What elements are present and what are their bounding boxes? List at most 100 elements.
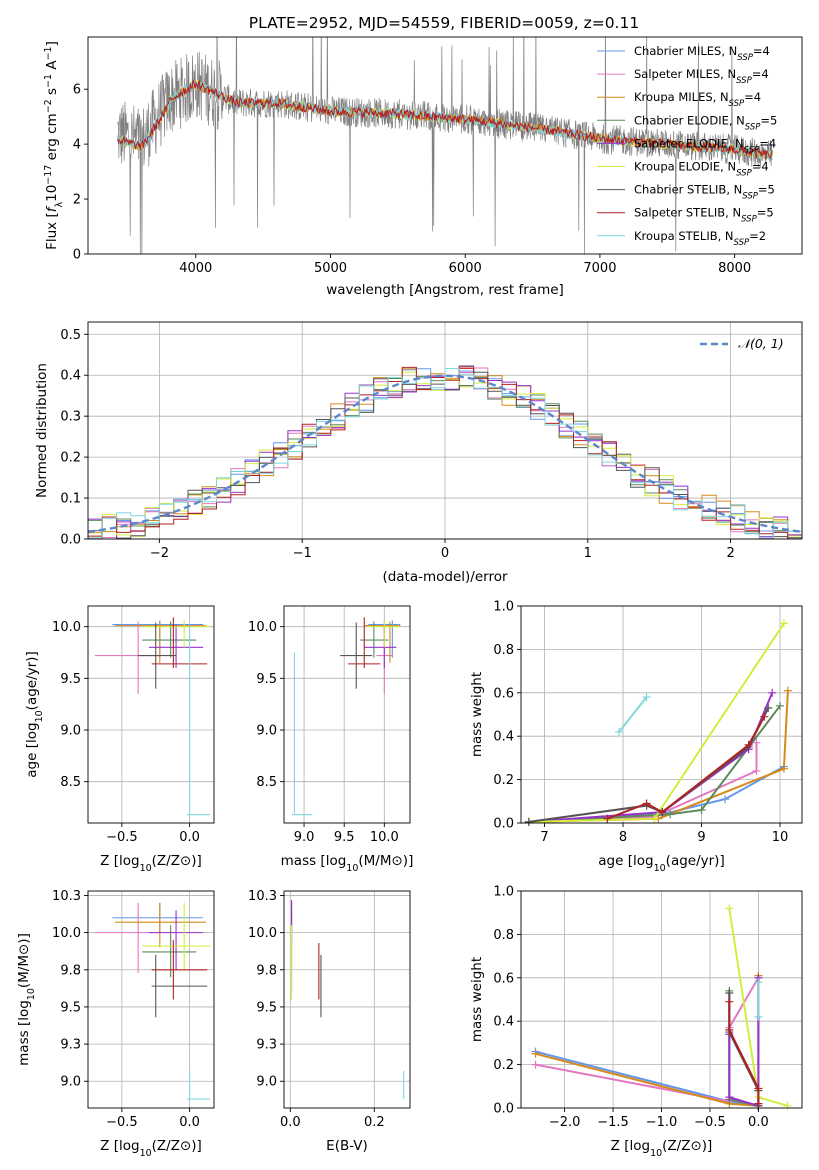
weight-marker bbox=[779, 619, 788, 628]
x-tick-label: 1 bbox=[584, 546, 592, 561]
axes-mass-vs-z: −0.5 0.09.09.39.59.810.010.3Z [log10(Z/Z⊙… bbox=[16, 889, 215, 1159]
y-tick-label: 0.0 bbox=[493, 1102, 514, 1117]
label-sub: 10 bbox=[34, 710, 45, 722]
legend-text: =4 bbox=[759, 136, 776, 150]
label-part: Flux [ bbox=[44, 212, 60, 250]
x-tick-label: 4000 bbox=[179, 261, 212, 276]
plot-frame bbox=[87, 605, 215, 824]
x-tick-label: 9.5 bbox=[334, 830, 355, 845]
legend-label: Chabrier MILES, NSSP=4 bbox=[634, 44, 770, 63]
x-tick-label: 2 bbox=[726, 546, 734, 561]
weight-marker bbox=[666, 810, 675, 819]
axis-label: age [log10(age/yr)] bbox=[24, 651, 45, 777]
y-tick-label: 0.2 bbox=[493, 1058, 514, 1073]
label-part: Z [log bbox=[611, 1138, 650, 1154]
weight-marker bbox=[650, 814, 659, 823]
weight-marker bbox=[721, 795, 730, 804]
y-tick-label: 0.0 bbox=[60, 533, 81, 548]
axis-label: mass weight bbox=[469, 957, 485, 1042]
legend-label: Chabrier ELODIE, NSSP=5 bbox=[634, 113, 777, 132]
weight-marker bbox=[776, 701, 785, 710]
legend-label: Kroupa STELIB, NSSP=2 bbox=[634, 229, 766, 248]
x-tick-label: −0.5 bbox=[106, 1115, 138, 1130]
y-tick-label: 10.0 bbox=[248, 620, 277, 635]
y-tick-label: 10.3 bbox=[52, 889, 81, 904]
x-tick-label: −0.5 bbox=[106, 830, 138, 845]
label-sub: 10 bbox=[650, 1148, 662, 1159]
legend-text: Kroupa MILES, N bbox=[634, 90, 729, 104]
y-tick-label: 9.3 bbox=[256, 1038, 277, 1053]
axes-age-vs-z: −0.5 0.08.59.09.510.0Z [log10(Z/Z⊙)]age [… bbox=[24, 605, 215, 874]
axis-label: Flux [fλ10−17 erg cm−2 s−1 A−1] bbox=[43, 41, 65, 250]
x-tick-label: 8 bbox=[619, 830, 627, 845]
weight-marker bbox=[764, 703, 773, 712]
weight-marker bbox=[779, 764, 788, 773]
axis-label: mass weight bbox=[469, 672, 485, 757]
label-sub: 10 bbox=[140, 863, 152, 874]
weights-mass-weight-vs-z bbox=[531, 904, 792, 1110]
y-tick-label: 9.8 bbox=[256, 963, 277, 978]
legend-sub: SSP bbox=[741, 215, 757, 225]
axes-mass-weight-vs-z: −2.0 −1.5 −1.0 −0.5 0.0 0.0 0.2 0.4 0.6 0.8 1.0 Z [… bbox=[469, 885, 803, 1159]
legend-text: =5 bbox=[758, 183, 775, 197]
weight-marker bbox=[744, 740, 753, 749]
x-tick-label: −1.5 bbox=[597, 1115, 629, 1130]
axes-age-vs-mass: 9.0 9.5 10.0 8.5 9.0 9.5 10.0 mass [log10(M/M⊙)… bbox=[248, 605, 413, 874]
y-tick-label: 9.5 bbox=[60, 672, 81, 687]
legend-text: Salpeter MILES, N bbox=[634, 67, 736, 81]
y-tick-label: 0.2 bbox=[60, 451, 81, 466]
legend-label: Salpeter MILES, NSSP=4 bbox=[634, 67, 769, 86]
weight-line bbox=[728, 1001, 760, 1104]
label-sup: −2 bbox=[43, 99, 54, 113]
legend-sub: SSP bbox=[744, 145, 760, 155]
weight-marker bbox=[697, 805, 706, 814]
y-tick-label: 10.0 bbox=[248, 926, 277, 941]
y-tick-label: 9.3 bbox=[60, 1038, 81, 1053]
legend-text: =2 bbox=[749, 229, 766, 243]
y-tick-label: 0.4 bbox=[493, 1015, 514, 1030]
y-tick-label: 0.0 bbox=[493, 817, 514, 832]
y-tick-label: 8.5 bbox=[60, 775, 81, 790]
y-tick-label: 0.3 bbox=[60, 410, 81, 425]
label-sup: −17 bbox=[43, 165, 54, 185]
label-part: (M/M⊙)] bbox=[16, 933, 32, 988]
label-sup: −1 bbox=[43, 74, 54, 88]
x-tick-label: 8000 bbox=[718, 261, 751, 276]
axis-label: Normed distribution bbox=[34, 363, 50, 498]
legend-label: Chabrier STELIB, NSSP=5 bbox=[634, 183, 775, 202]
label-sub: 10 bbox=[26, 988, 37, 1000]
legend-sub: SSP bbox=[745, 122, 761, 132]
axis-label: Z [log10(Z/Z⊙)] bbox=[100, 1138, 202, 1159]
x-tick-label: 7000 bbox=[583, 261, 616, 276]
weight-marker bbox=[754, 1099, 763, 1108]
axis-label: mass [log10(M/M⊙)] bbox=[16, 933, 37, 1066]
x-tick-label: 6000 bbox=[449, 261, 482, 276]
y-tick-label: 0.5 bbox=[60, 328, 81, 343]
weight-marker bbox=[725, 997, 734, 1006]
label-sup: −1 bbox=[43, 46, 54, 60]
legend-text: Salpeter STELIB, N bbox=[634, 206, 741, 220]
label-part: Z [log bbox=[100, 853, 139, 869]
weight-marker bbox=[531, 1049, 540, 1058]
weight-marker bbox=[768, 688, 777, 697]
weight-marker bbox=[642, 799, 651, 808]
y-tick-label: 2 bbox=[73, 193, 81, 208]
y-tick-label: 1.0 bbox=[493, 885, 514, 900]
weight-marker bbox=[531, 1060, 540, 1069]
x-tick-label: 10.0 bbox=[370, 830, 399, 845]
axes-layer: 4000 5000 6000 7000 8000 0 2 4 6 wavelength [Angs… bbox=[16, 36, 803, 1159]
weight-marker bbox=[754, 1084, 763, 1093]
weight-marker bbox=[754, 978, 763, 987]
label-sub: 10 bbox=[654, 863, 666, 874]
weight-line bbox=[528, 705, 781, 823]
x-tick-label: −1 bbox=[293, 546, 312, 561]
axis-label: E(B-V) bbox=[326, 1138, 368, 1154]
y-tick-label: 9.5 bbox=[60, 1000, 81, 1015]
gaussian-curve bbox=[88, 374, 802, 533]
legend-label: Kroupa MILES, NSSP=4 bbox=[634, 90, 761, 109]
x-tick-label: 9 bbox=[697, 830, 705, 845]
label-part: (Z/Z⊙)] bbox=[152, 853, 202, 869]
